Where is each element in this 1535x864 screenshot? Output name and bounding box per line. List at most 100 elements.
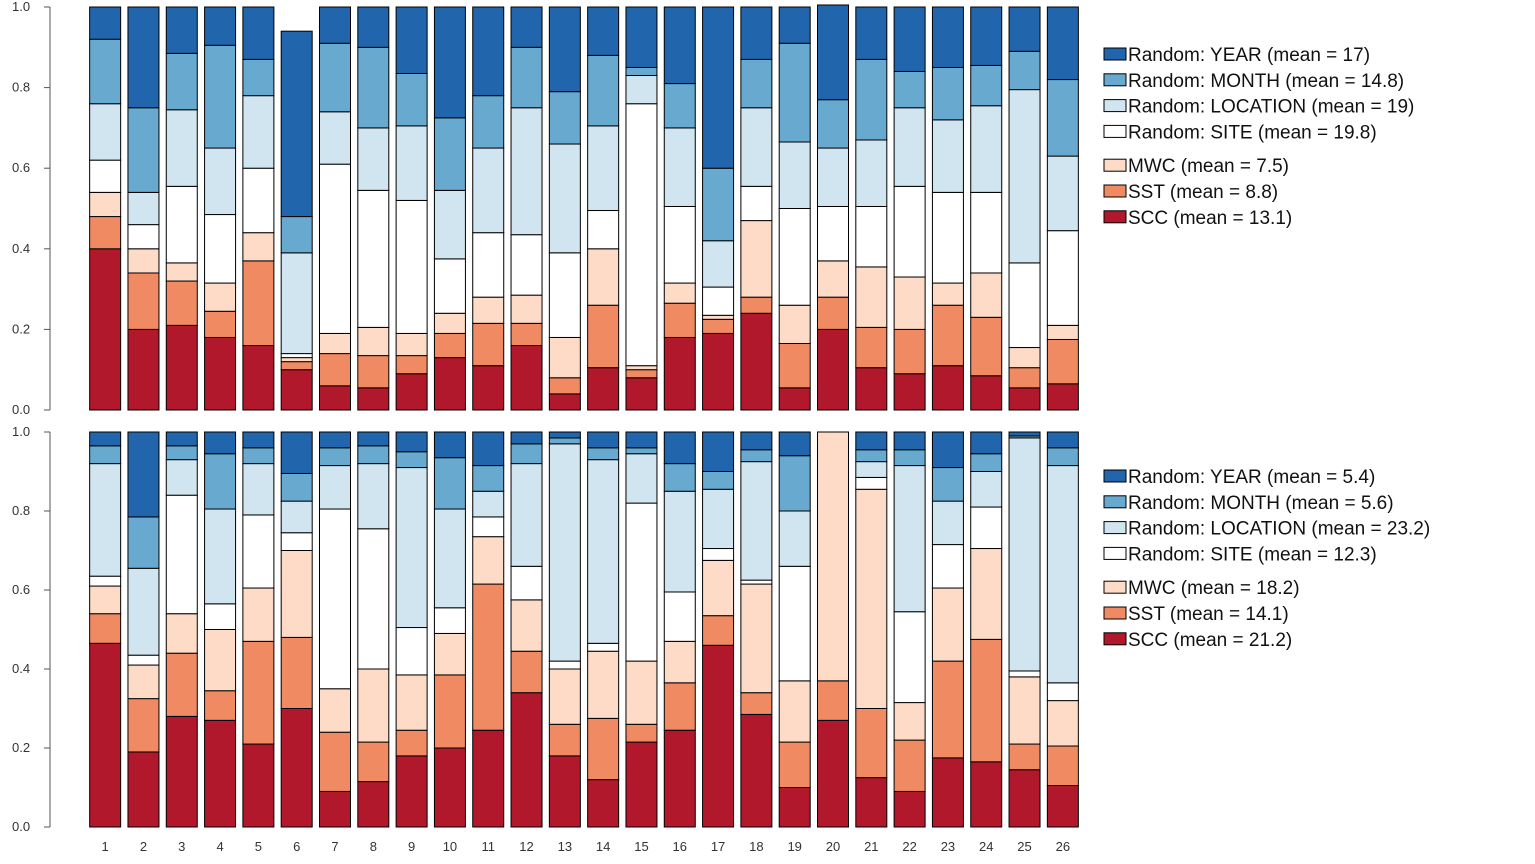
bar-segment-month bbox=[357, 445, 390, 465]
bar-segment-location bbox=[702, 488, 735, 550]
bar-segment-month bbox=[89, 38, 122, 105]
legend-swatch-mwc bbox=[1103, 158, 1127, 172]
bar-segment-year bbox=[778, 431, 811, 457]
bar-segment-mwc bbox=[548, 336, 581, 379]
y-tick-label: 0.4 bbox=[12, 241, 30, 256]
bar-segment-scc bbox=[395, 755, 428, 828]
x-tick-label: 13 bbox=[558, 839, 572, 854]
legend-swatch-location bbox=[1103, 521, 1127, 535]
bar-segment-sst bbox=[740, 692, 773, 715]
bar-segment-month bbox=[625, 66, 658, 77]
x-tick-label: 16 bbox=[673, 839, 687, 854]
bar-segment-location bbox=[395, 467, 428, 629]
bar-segment-month bbox=[395, 451, 428, 469]
bar-segment-mwc bbox=[242, 232, 275, 262]
bar-segment-year bbox=[587, 6, 620, 56]
bar-segment-mwc bbox=[472, 536, 505, 585]
bar-segment-mwc bbox=[855, 266, 888, 328]
bar-segment-mwc bbox=[1046, 700, 1079, 747]
bar-segment-scc bbox=[663, 336, 696, 411]
bar-segment-year bbox=[625, 6, 658, 68]
bar-segment-scc bbox=[510, 692, 543, 828]
bar-segment-month bbox=[740, 449, 773, 463]
bar-segment-sst bbox=[395, 729, 428, 757]
bar-segment-year bbox=[89, 6, 122, 40]
bar-segment-sst bbox=[893, 739, 926, 792]
bar-segment-scc bbox=[242, 743, 275, 828]
x-tick-label: 21 bbox=[864, 839, 878, 854]
bar-segment-mwc bbox=[89, 585, 122, 615]
bar-segment-mwc bbox=[433, 312, 466, 334]
bar-segment-mwc bbox=[357, 668, 390, 743]
bar-segment-month bbox=[587, 54, 620, 127]
bar-segment-month bbox=[280, 472, 313, 502]
bar-segment-location bbox=[204, 147, 237, 216]
bar-segment-year bbox=[127, 431, 160, 518]
bar-segment-mwc bbox=[970, 272, 1003, 318]
bar-segment-year bbox=[395, 6, 428, 74]
y-tick-label: 0.2 bbox=[12, 740, 30, 755]
bar-segment-scc bbox=[357, 781, 390, 828]
bar-segment-site bbox=[931, 544, 964, 589]
legend-swatch-site bbox=[1103, 124, 1127, 138]
bar-segment-sst bbox=[1008, 743, 1041, 771]
bar-segment-year bbox=[740, 6, 773, 60]
bar-segment-location bbox=[433, 508, 466, 609]
x-tick-label: 15 bbox=[634, 839, 648, 854]
bar-segment-year bbox=[395, 431, 428, 453]
bar-segment-mwc bbox=[165, 613, 198, 654]
bar-segment-scc bbox=[970, 761, 1003, 828]
bar-segment-site bbox=[510, 565, 543, 601]
bar-segment-location bbox=[625, 453, 658, 504]
bar-segment-month bbox=[931, 66, 964, 121]
bar-segment-location bbox=[587, 459, 620, 644]
bar-segment-month bbox=[1046, 447, 1079, 467]
bar-segment-site bbox=[319, 508, 351, 690]
bar-segment-month bbox=[548, 91, 581, 145]
bar-segment-location bbox=[931, 119, 964, 193]
bar-segment-month bbox=[472, 465, 505, 492]
bar-segment-month bbox=[280, 216, 313, 254]
bar-segment-location bbox=[204, 508, 237, 605]
bar-segment-location bbox=[127, 567, 160, 656]
bar-segment-month bbox=[663, 463, 696, 492]
bar-segment-month bbox=[778, 455, 811, 512]
legend-swatch-month bbox=[1103, 495, 1127, 509]
bar-segment-year bbox=[510, 431, 543, 445]
bar-segment-site bbox=[204, 214, 237, 284]
bar-segment-year bbox=[319, 6, 351, 44]
x-tick-label: 18 bbox=[749, 839, 763, 854]
bar-segment-site bbox=[395, 627, 428, 676]
bar-segment-year bbox=[663, 6, 696, 85]
bar-segment-mwc bbox=[204, 282, 237, 312]
bar-segment-sst bbox=[357, 741, 390, 783]
y-tick-label: 0.4 bbox=[12, 661, 30, 676]
bar-segment-scc bbox=[931, 365, 964, 411]
bar-segment-month bbox=[817, 99, 849, 149]
bar-segment-year bbox=[855, 431, 888, 451]
bar-segment-scc bbox=[663, 729, 696, 828]
bar-segment-sst bbox=[204, 690, 237, 721]
bar-segment-site bbox=[433, 258, 466, 314]
bar-segment-location bbox=[1046, 465, 1079, 684]
bar-segment-mwc bbox=[280, 550, 313, 638]
bar-segment-site bbox=[1008, 262, 1041, 349]
bar-segment-location bbox=[931, 500, 964, 546]
bar-segment-scc bbox=[625, 741, 658, 828]
legend-label-location: Random: LOCATION (mean = 19) bbox=[1128, 97, 1414, 118]
bar-segment-sst bbox=[702, 615, 735, 646]
bar-segment-month bbox=[89, 445, 122, 465]
bar-segment-sst bbox=[931, 660, 964, 759]
bar-segment-sst bbox=[855, 326, 888, 369]
bar-segment-mwc bbox=[319, 332, 351, 355]
bar-segment-month bbox=[319, 447, 351, 467]
legend-swatch-scc bbox=[1103, 632, 1127, 646]
bar-segment-scc bbox=[893, 373, 926, 411]
bar-segment-mwc bbox=[663, 282, 696, 304]
bar-segment-year bbox=[625, 431, 658, 449]
bar-segment-scc bbox=[319, 385, 351, 411]
legend-swatch-sst bbox=[1103, 184, 1127, 198]
bar-segment-month bbox=[893, 449, 926, 467]
bar-segment-year bbox=[817, 4, 849, 101]
